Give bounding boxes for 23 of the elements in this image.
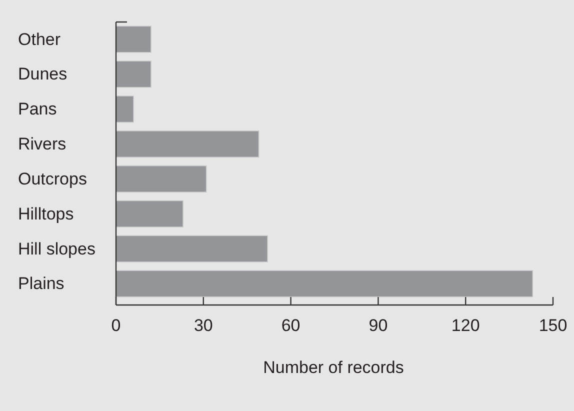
x-tick-label: 60: [281, 316, 300, 335]
x-tick-label: 90: [368, 316, 388, 335]
bar: [116, 200, 184, 228]
x-tick-label: 0: [111, 316, 121, 335]
bar: [116, 270, 534, 298]
bar: [116, 130, 260, 158]
y-tick-label: Other: [18, 30, 61, 49]
y-tick-label: Dunes: [18, 64, 68, 84]
bar: [116, 96, 134, 123]
bar: [116, 26, 152, 53]
x-tick-label: 150: [538, 316, 568, 335]
y-tick-label: Pans: [18, 100, 57, 119]
x-tick-label: 30: [194, 316, 213, 335]
bar: [116, 235, 268, 262]
y-tick-label: Rivers: [18, 134, 66, 154]
y-tick-label: Hill slopes: [18, 239, 96, 258]
y-tick-label: Plains: [18, 274, 64, 294]
y-tick-label: Outcrops: [18, 169, 87, 188]
bar: [116, 60, 152, 88]
bar: [116, 165, 207, 192]
x-axis-title: Number of records: [263, 358, 404, 377]
x-tick-label: 120: [451, 316, 480, 335]
y-tick-label: Hilltops: [18, 204, 74, 224]
